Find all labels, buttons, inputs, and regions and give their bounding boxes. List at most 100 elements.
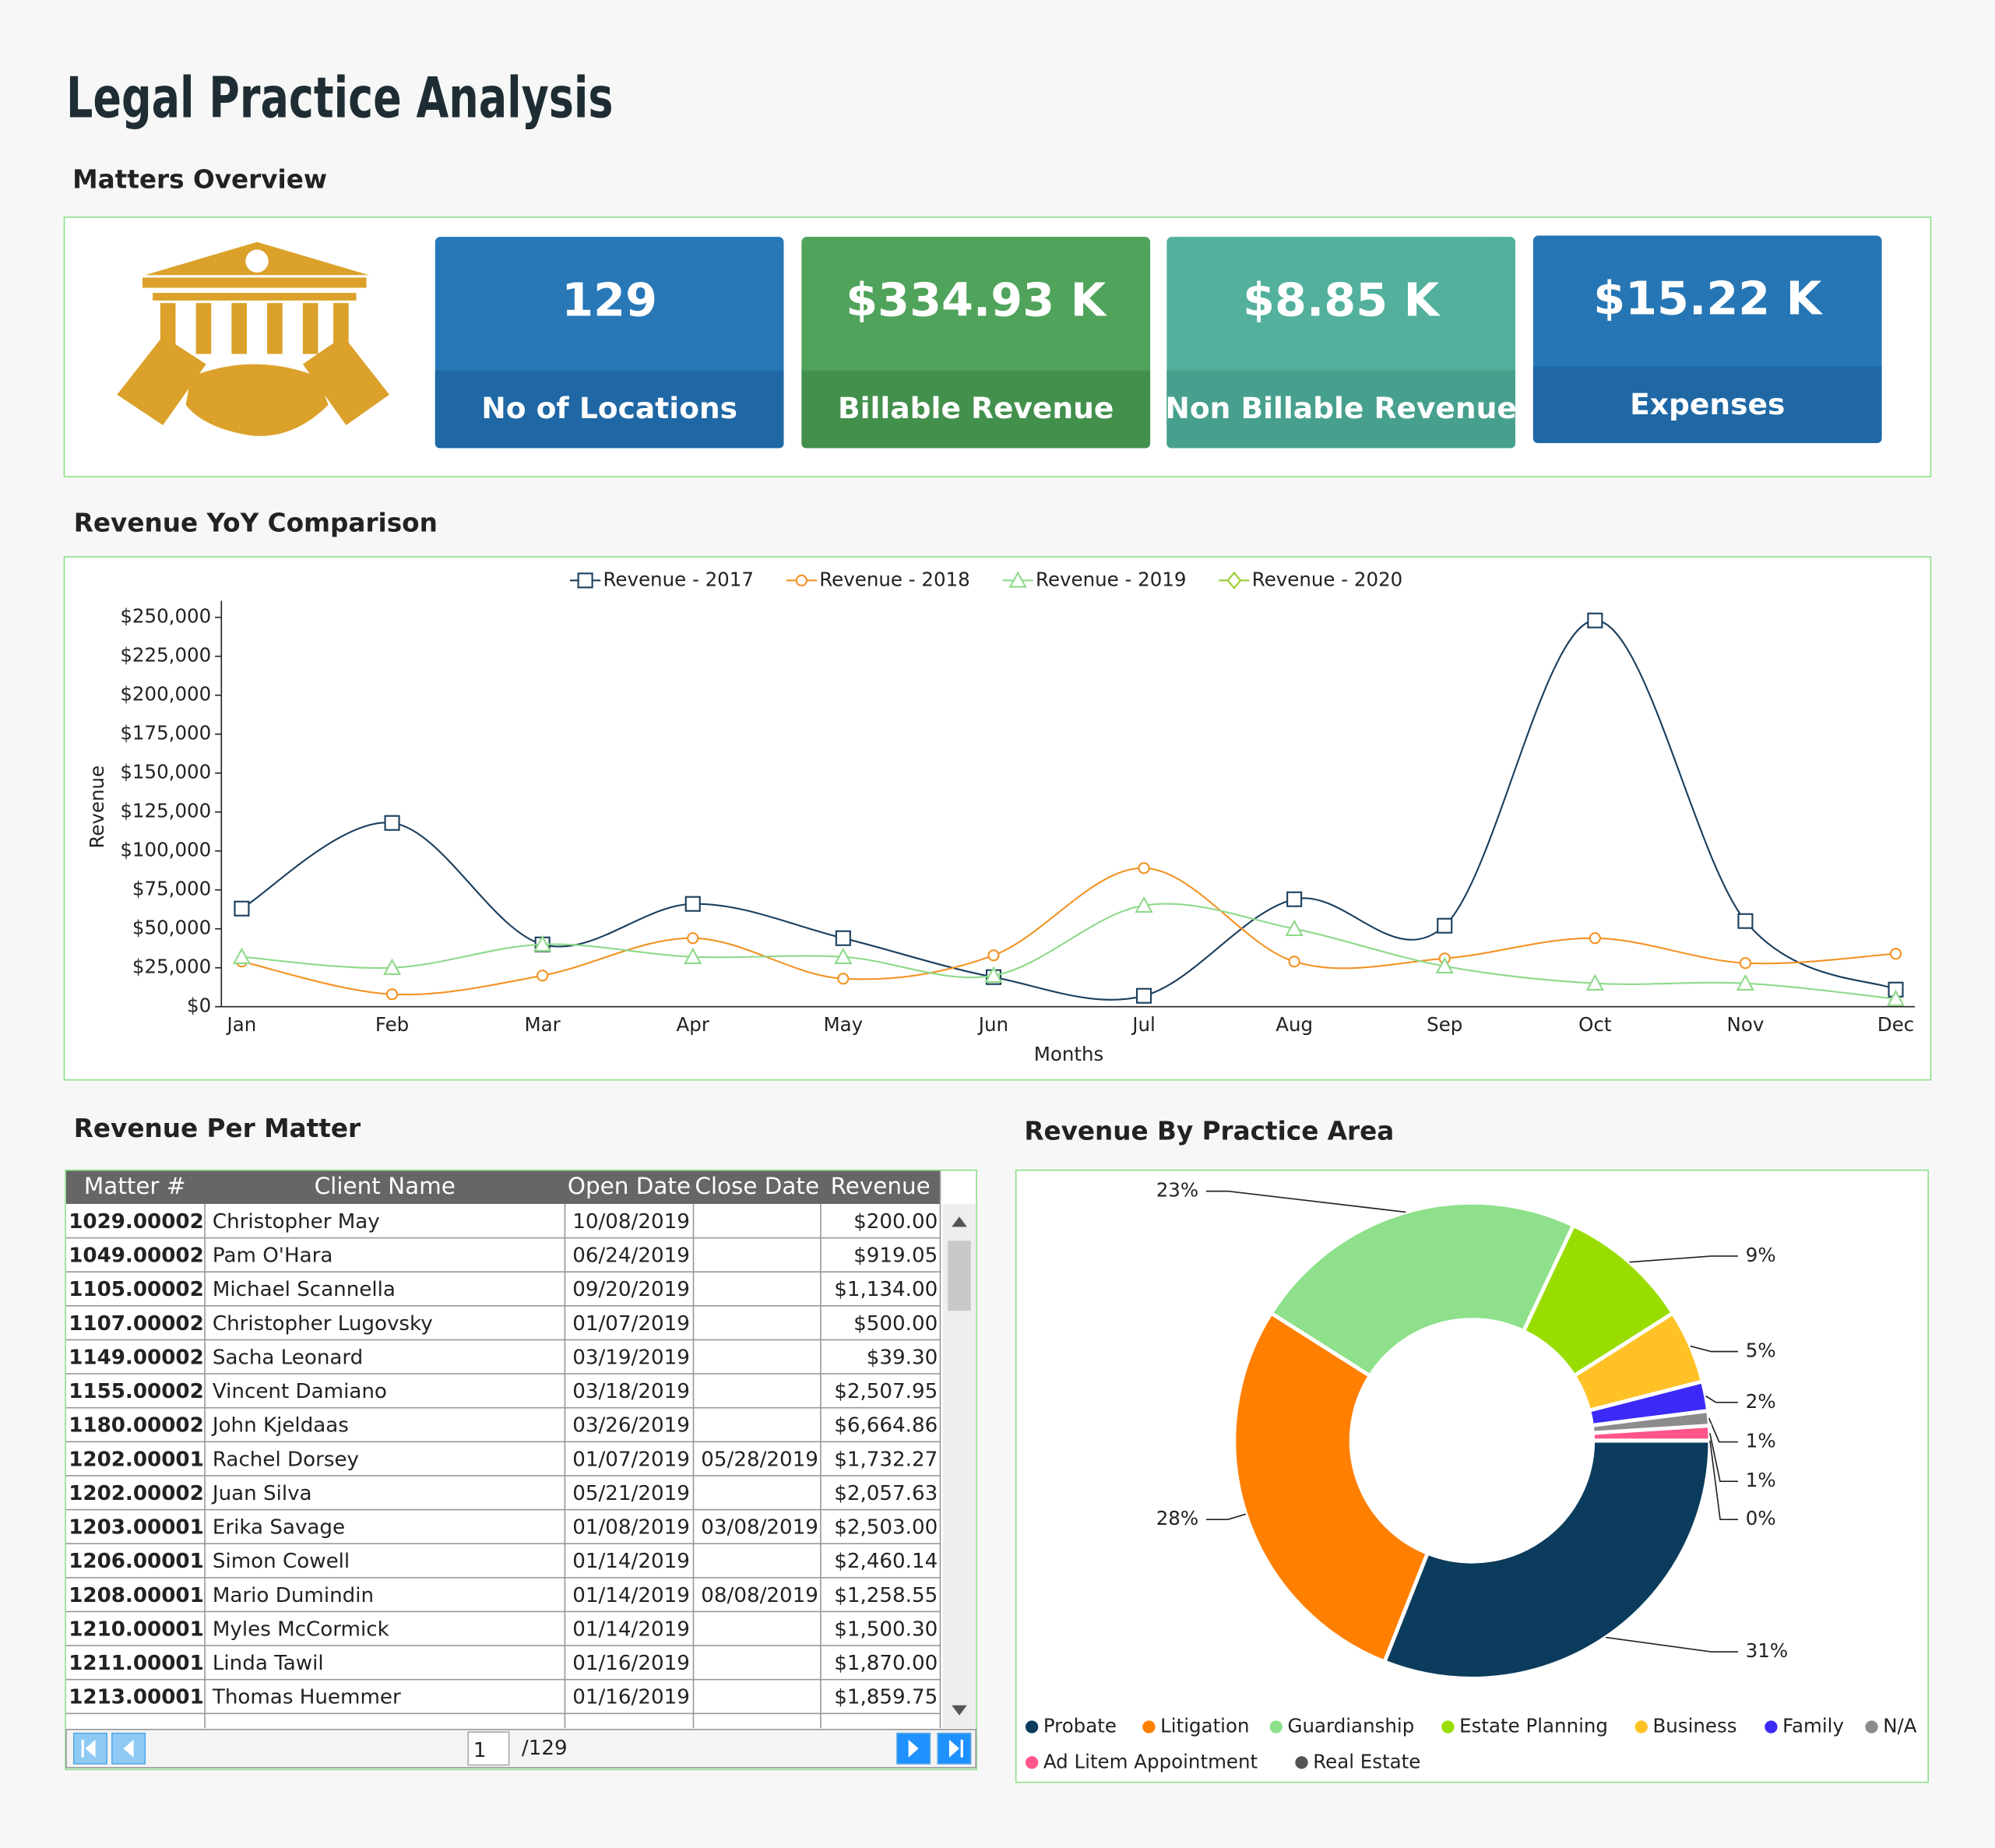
kpi-label: Non Billable Revenue	[1165, 391, 1517, 425]
legend-label: Revenue - 2017	[603, 568, 753, 590]
table-cell: $6,664.86	[834, 1414, 938, 1438]
table-cell: $2,460.14	[834, 1550, 938, 1573]
table-cell: Christopher Lugovsky	[213, 1312, 433, 1336]
section-title: Revenue By Practice Area	[1024, 1116, 1394, 1146]
y-tick-label: $175,000	[120, 722, 211, 744]
data-point	[385, 988, 399, 1001]
x-tick-label: Apr	[677, 1013, 710, 1036]
data-point	[1437, 917, 1453, 934]
data-label: 23%	[1156, 1179, 1198, 1202]
y-tick-label: $100,000	[120, 839, 211, 861]
table-cell: Myles McCormick	[213, 1617, 390, 1641]
kpi-band	[435, 370, 784, 449]
table-cell: 01/08/2019	[572, 1516, 690, 1540]
table-cell: Linda Tawil	[213, 1652, 324, 1675]
table-cell: Simon Cowell	[213, 1550, 350, 1573]
section-title: Revenue YoY Comparison	[74, 508, 438, 537]
legend-label: Revenue - 2019	[1036, 568, 1186, 590]
table-cell: $919.05	[853, 1244, 938, 1268]
data-point	[537, 970, 549, 982]
pager-input	[467, 1731, 510, 1766]
x-tick-label: Dec	[1877, 1013, 1914, 1036]
table-cell: 05/21/2019	[572, 1482, 690, 1505]
column-header: Client Name	[315, 1173, 456, 1199]
table-cell: 01/16/2019	[572, 1686, 690, 1709]
pager-total: /129	[522, 1737, 568, 1760]
kpi-band	[1166, 370, 1516, 449]
data-point	[684, 896, 701, 912]
scroll-up	[952, 1216, 967, 1227]
data-point	[533, 935, 552, 952]
legend-dot	[1865, 1720, 1878, 1734]
table-cell: 1107.00002	[69, 1312, 204, 1336]
y-tick-label: $25,000	[132, 956, 211, 978]
legend-marker	[577, 572, 593, 589]
data-label: 2%	[1746, 1390, 1776, 1413]
table-cell: 01/16/2019	[572, 1652, 690, 1675]
table-cell: Juan Silva	[211, 1482, 312, 1505]
data-point	[834, 947, 853, 964]
y-tick-label: $50,000	[132, 917, 211, 939]
table-cell: $2,503.00	[834, 1516, 938, 1540]
leader-line	[1709, 1433, 1738, 1482]
table-cell: 1208.00001	[69, 1584, 204, 1607]
y-axis-label: Revenue	[86, 766, 108, 849]
data-point	[1285, 919, 1304, 936]
data-label: 5%	[1746, 1339, 1776, 1362]
leader-line	[1205, 1190, 1406, 1213]
table-cell: Michael Scannella	[213, 1278, 396, 1301]
leader-line	[1709, 1440, 1738, 1520]
column-header: Matter #	[84, 1173, 186, 1199]
table-cell: 05/28/2019	[701, 1448, 818, 1471]
data-point	[232, 947, 252, 964]
data-point	[837, 973, 850, 985]
y-tick-label: $75,000	[132, 878, 211, 900]
legend-dot	[1765, 1720, 1778, 1734]
table-cell: 1210.00001	[69, 1617, 204, 1641]
table-cell: Sacha Leonard	[213, 1346, 363, 1369]
leader-line	[1629, 1255, 1738, 1263]
kpi-label: Billable Revenue	[838, 391, 1114, 425]
scroll-down	[952, 1705, 967, 1716]
legend-dot	[1025, 1756, 1039, 1769]
leader-line	[1606, 1636, 1738, 1653]
table-cell: 01/14/2019	[572, 1617, 690, 1641]
table-cell: 1049.00002	[69, 1244, 204, 1268]
x-tick-label: Feb	[375, 1013, 409, 1036]
table-cell: Erika Savage	[213, 1516, 345, 1540]
x-tick-label: Mar	[525, 1013, 561, 1036]
legend-label: Revenue - 2020	[1252, 568, 1402, 590]
line-panel	[63, 556, 1932, 1081]
data-label: 0%	[1746, 1507, 1776, 1529]
table-cell: 1203.00001	[69, 1516, 204, 1540]
table-cell: 01/14/2019	[572, 1550, 690, 1573]
legend-marker	[1226, 571, 1242, 590]
leader-line	[1705, 1395, 1738, 1403]
data-point	[1138, 862, 1150, 875]
table-cell: 06/24/2019	[572, 1244, 690, 1268]
table-cell: Mario Dumindin	[213, 1584, 374, 1607]
y-tick-label: $0	[187, 994, 211, 1017]
table-cell: $2,507.95	[834, 1380, 938, 1403]
data-label: 9%	[1746, 1244, 1776, 1266]
pager-button[interactable]	[111, 1732, 146, 1765]
pie-slice	[1232, 1310, 1430, 1665]
pager-arrow-bar	[960, 1739, 963, 1758]
table-cell: Christopher May	[213, 1210, 380, 1234]
column-header: Revenue	[831, 1173, 931, 1199]
x-tick-label: May	[824, 1013, 864, 1036]
data-point	[384, 815, 400, 831]
table-cell: 1202.00002	[69, 1482, 204, 1505]
series-line	[241, 903, 1896, 1000]
legend-label: Business	[1652, 1715, 1736, 1737]
legend-dot	[1295, 1756, 1308, 1769]
pager-arrow	[85, 1739, 96, 1758]
data-point	[234, 900, 250, 917]
pie-slice	[1381, 1438, 1712, 1681]
table-cell: 1180.00002	[69, 1414, 204, 1438]
data-point	[1589, 932, 1601, 945]
table-cell: $2,057.63	[834, 1482, 938, 1505]
icon-detail	[245, 249, 269, 273]
table-cell: 01/07/2019	[572, 1448, 690, 1471]
table-cell: $500.00	[853, 1312, 938, 1336]
